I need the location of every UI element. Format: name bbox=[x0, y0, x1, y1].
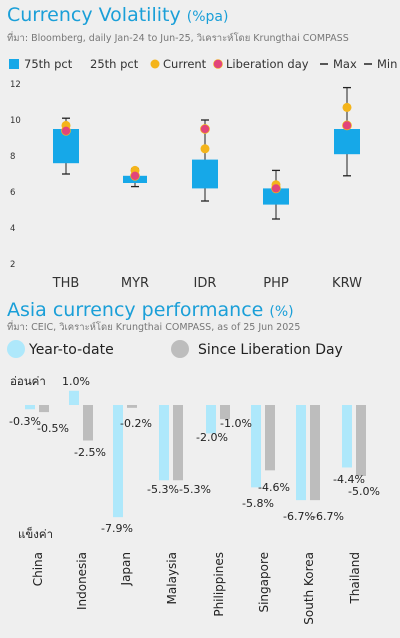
category-label-south-korea: South Korea bbox=[302, 552, 316, 625]
y-tick-12: 12 bbox=[10, 80, 21, 90]
legend-label-since: Since Liberation Day bbox=[198, 342, 343, 358]
ytd-label-malaysia: -5.3% bbox=[147, 483, 179, 496]
since-bar-thailand bbox=[356, 405, 366, 476]
ytd-bar-south-korea bbox=[296, 405, 306, 501]
category-label-KRW: KRW bbox=[332, 276, 362, 291]
since-label-japan: -0.2% bbox=[120, 417, 152, 430]
category-label-malaysia: Malaysia bbox=[165, 552, 179, 604]
category-label-PHP: PHP bbox=[263, 276, 289, 291]
performance-source: ที่มา: CEIC, วิเคราะห์โดย Krungthai COMP… bbox=[7, 322, 301, 333]
since-label-thailand: -5.0% bbox=[348, 485, 380, 498]
current-dot-KRW bbox=[342, 102, 352, 112]
appreciate-label: อ่อนค่า bbox=[10, 374, 46, 388]
since-label-china: -0.5% bbox=[37, 422, 69, 435]
category-label-japan: Japan bbox=[119, 552, 133, 586]
liberation-dot-PHP bbox=[271, 183, 281, 194]
since-bar-indonesia bbox=[83, 405, 93, 441]
performance-title: Asia currency performance (%) bbox=[7, 299, 294, 321]
depreciate-label: แข็งค่า bbox=[18, 526, 53, 541]
category-label-THB: THB bbox=[52, 276, 80, 291]
volatility-title-text: Currency Volatility bbox=[7, 4, 181, 26]
volatility-title-unit: (%pa) bbox=[186, 9, 229, 25]
since-bar-japan bbox=[127, 405, 137, 408]
box-KRW bbox=[334, 129, 360, 155]
y-tick-8: 8 bbox=[10, 152, 15, 162]
volatility-source: ที่มา: Bloomberg, daily Jan-24 to Jun-25… bbox=[7, 33, 349, 44]
liberation-dot-IDR bbox=[200, 124, 210, 134]
legend-label-1: 25th pct bbox=[90, 57, 139, 71]
volatility-title: Currency Volatility (%pa) bbox=[7, 4, 228, 26]
y-tick-6: 6 bbox=[10, 188, 15, 198]
legend-label-2: Current bbox=[163, 57, 207, 71]
category-label-indonesia: Indonesia bbox=[75, 552, 89, 610]
ytd-bar-thailand bbox=[342, 405, 352, 468]
legend-label-ytd: Year-to-date bbox=[28, 342, 114, 358]
ytd-label-indonesia: 1.0% bbox=[62, 375, 90, 388]
performance-title-text: Asia currency performance bbox=[7, 299, 264, 321]
box-IDR bbox=[192, 159, 218, 189]
since-bar-malaysia bbox=[173, 405, 183, 481]
category-label-philippines: Philippines bbox=[212, 552, 226, 617]
ytd-label-singapore: -5.8% bbox=[242, 497, 274, 510]
since-label-indonesia: -2.5% bbox=[74, 446, 106, 459]
ytd-label-thailand: -4.4% bbox=[333, 473, 365, 486]
ytd-label-china: -0.3% bbox=[9, 415, 41, 428]
category-label-IDR: IDR bbox=[194, 276, 217, 291]
current-dot-IDR bbox=[200, 144, 210, 154]
category-label-MYR: MYR bbox=[121, 276, 149, 291]
since-bar-philippines bbox=[220, 405, 230, 420]
category-label-china: China bbox=[31, 552, 45, 586]
liberation-dot-THB bbox=[61, 125, 71, 136]
performance-title-unit: (%) bbox=[269, 304, 294, 320]
liberation-dot-MYR bbox=[130, 170, 140, 181]
since-label-malaysia: -5.3% bbox=[179, 483, 211, 496]
volatility-chart: 75th pct 25th pct Current Liberation day Max… bbox=[9, 57, 397, 291]
y-tick-2: 2 bbox=[10, 260, 15, 270]
ytd-bar-indonesia bbox=[69, 390, 79, 405]
ytd-label-philippines: -2.0% bbox=[196, 431, 228, 444]
liberation-dot-KRW bbox=[342, 120, 352, 131]
legend-swatch-since bbox=[171, 340, 189, 358]
ytd-bar-malaysia bbox=[159, 405, 169, 481]
ytd-bar-philippines bbox=[206, 405, 216, 434]
ytd-bar-japan bbox=[113, 405, 123, 518]
since-bar-south-korea bbox=[310, 405, 320, 501]
since-label-philippines: -1.0% bbox=[220, 417, 252, 430]
legend-swatch-p75 bbox=[9, 59, 19, 69]
ytd-label-japan: -7.9% bbox=[101, 522, 133, 535]
ytd-label-south-korea: -6.7% bbox=[283, 510, 315, 523]
legend-swatch-current bbox=[150, 59, 160, 69]
legend-swatch-ytd bbox=[7, 340, 25, 358]
since-bar-china bbox=[39, 405, 49, 413]
legend-label-5: Min bbox=[377, 57, 397, 71]
ytd-bar-china bbox=[25, 405, 35, 410]
category-label-thailand: Thailand bbox=[348, 552, 362, 605]
since-bar-singapore bbox=[265, 405, 275, 471]
box-PHP bbox=[263, 188, 289, 205]
legend-label-4: Max bbox=[333, 57, 357, 71]
since-label-singapore: -4.6% bbox=[258, 481, 290, 494]
legend-label-0: 75th pct bbox=[24, 57, 73, 71]
legend-swatch-liberation bbox=[213, 59, 223, 69]
y-tick-4: 4 bbox=[10, 224, 15, 234]
since-label-south-korea: -6.7% bbox=[312, 510, 344, 523]
legend-label-3: Liberation day bbox=[226, 57, 309, 71]
y-tick-10: 10 bbox=[10, 116, 21, 126]
ytd-bar-singapore bbox=[251, 405, 261, 488]
category-label-singapore: Singapore bbox=[257, 552, 271, 613]
